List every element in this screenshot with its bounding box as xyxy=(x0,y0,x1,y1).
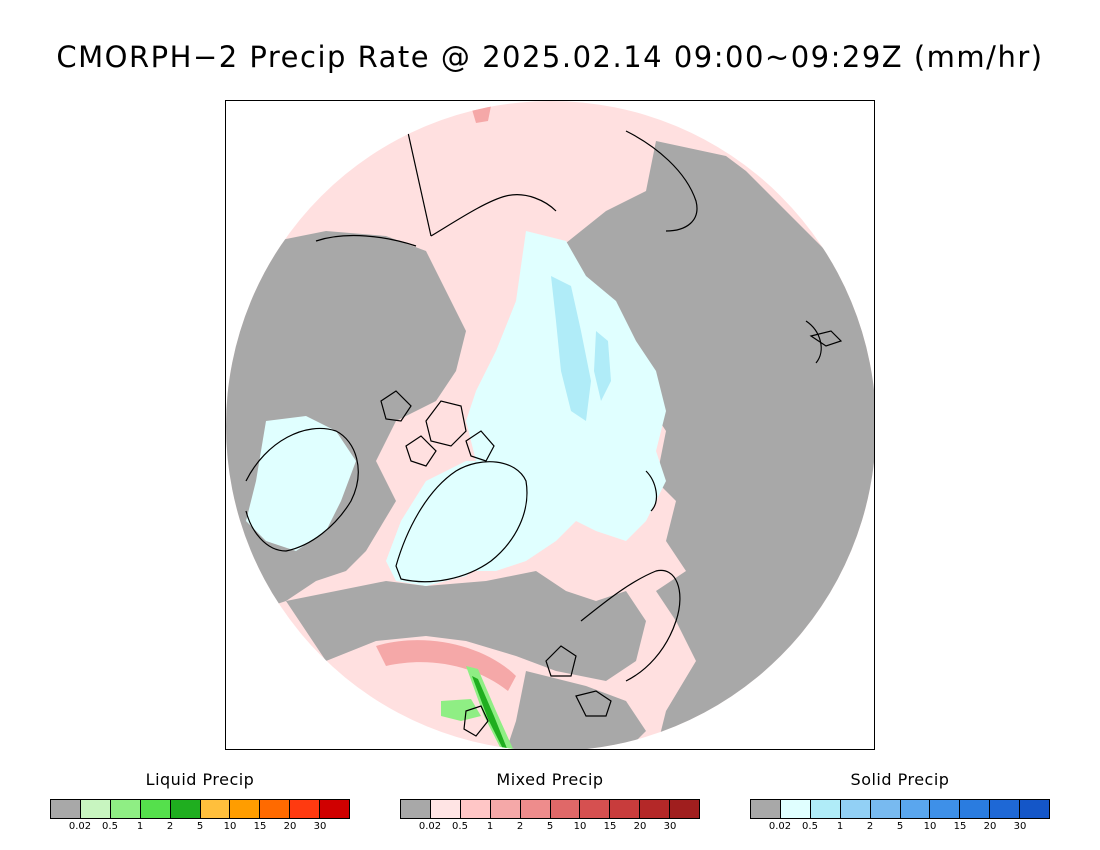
legend-liquid: Liquid Precip 0.02 0.5 1 2 5 10 15 20 30 xyxy=(50,770,350,835)
legend-swatch xyxy=(490,800,521,818)
mixed-precip-moderate-band xyxy=(376,640,516,691)
legend-swatch xyxy=(930,800,961,818)
legend-ticks: 0.02 0.5 1 2 5 10 15 20 30 xyxy=(750,821,1050,835)
legend-swatch xyxy=(580,800,611,818)
legend-tick-label: 0.02 xyxy=(418,821,442,832)
legend-tick-label: 10 xyxy=(573,821,587,832)
legend-swatch xyxy=(401,800,431,818)
legend-swatch xyxy=(230,800,261,818)
legend-swatch xyxy=(751,800,781,818)
coastlines xyxy=(245,101,843,737)
legend-swatch xyxy=(900,800,931,818)
legend-tick-label: 2 xyxy=(866,821,874,832)
mixed-precip-moderate-patch xyxy=(471,106,491,123)
legend-tick-label: 0.5 xyxy=(452,821,468,832)
legend-tick-label: 30 xyxy=(313,821,327,832)
legend-tick-label: 5 xyxy=(896,821,904,832)
legend-tick-label: 20 xyxy=(633,821,647,832)
legend-tick-label: 30 xyxy=(1013,821,1027,832)
legend-swatch xyxy=(260,800,291,818)
legend-tick-label: 10 xyxy=(223,821,237,832)
solid-precip-greenland xyxy=(386,461,526,586)
polar-precip-map xyxy=(225,100,875,750)
legend-title: Solid Precip xyxy=(850,770,950,789)
legend-swatch xyxy=(780,800,811,818)
legend-swatch xyxy=(80,800,111,818)
legend-swatch xyxy=(430,800,461,818)
legend-swatch xyxy=(990,800,1021,818)
legend-mixed: Mixed Precip 0.02 0.5 1 2 5 10 15 20 30 xyxy=(400,770,700,835)
legend-swatch xyxy=(550,800,581,818)
legend-tick-label: 30 xyxy=(663,821,677,832)
solid-precip-moderate-streak-2 xyxy=(594,331,611,401)
legend-title: Mixed Precip xyxy=(496,770,604,789)
legend-swatch xyxy=(200,800,231,818)
legend-tick-label: 2 xyxy=(516,821,524,832)
legend-tick-label: 15 xyxy=(603,821,617,832)
legend-tick-label: 0.02 xyxy=(68,821,92,832)
legend-swatch xyxy=(1020,800,1050,818)
legend-ticks: 0.02 0.5 1 2 5 10 15 20 30 xyxy=(50,821,350,835)
legend-tick-label: 1 xyxy=(486,821,494,832)
legend-tick-label: 2 xyxy=(166,821,174,832)
legend-tick-label: 5 xyxy=(196,821,204,832)
page-title: CMORPH−2 Precip Rate @ 2025.02.14 09:00~… xyxy=(56,40,1044,74)
legend-tick-label: 0.02 xyxy=(768,821,792,832)
legend-swatch xyxy=(290,800,321,818)
legend-swatch xyxy=(460,800,491,818)
legend-swatch xyxy=(610,800,641,818)
map-canvas xyxy=(226,101,874,749)
legend-swatches xyxy=(50,799,350,819)
legend-ticks: 0.02 0.5 1 2 5 10 15 20 30 xyxy=(400,821,700,835)
liquid-precip-strip-core xyxy=(472,676,508,749)
legend-tick-label: 15 xyxy=(953,821,967,832)
legend-swatch xyxy=(670,800,700,818)
legend-tick-label: 10 xyxy=(923,821,937,832)
solid-precip-moderate-streak xyxy=(551,276,591,421)
legend-swatch xyxy=(520,800,551,818)
legend-swatch xyxy=(840,800,871,818)
legend-tick-label: 20 xyxy=(283,821,297,832)
no-precip-region-asia xyxy=(556,141,874,749)
legend-swatches xyxy=(750,799,1050,819)
legend-swatch xyxy=(960,800,991,818)
legend-tick-label: 0.5 xyxy=(802,821,818,832)
legend-swatch xyxy=(640,800,671,818)
no-precip-region-atlantic xyxy=(286,571,646,681)
legend-tick-label: 0.5 xyxy=(102,821,118,832)
legend-title: Liquid Precip xyxy=(145,770,255,789)
legend-tick-label: 1 xyxy=(136,821,144,832)
legend-swatch xyxy=(140,800,171,818)
solid-precip-north-america xyxy=(246,416,356,551)
legend-swatch xyxy=(320,800,350,818)
legend-swatch xyxy=(810,800,841,818)
legend-solid: Solid Precip 0.02 0.5 1 2 5 10 15 20 30 xyxy=(750,770,1050,835)
legend-tick-label: 20 xyxy=(983,821,997,832)
legend-tick-label: 15 xyxy=(253,821,267,832)
legend-swatch xyxy=(870,800,901,818)
legend-swatch xyxy=(51,800,81,818)
legend-swatch xyxy=(110,800,141,818)
legend-swatch xyxy=(170,800,201,818)
liquid-precip-patch xyxy=(441,699,481,721)
no-precip-region-europe-south xyxy=(506,671,646,749)
legend-swatches xyxy=(400,799,700,819)
legend-tick-label: 5 xyxy=(546,821,554,832)
legend-tick-label: 1 xyxy=(836,821,844,832)
